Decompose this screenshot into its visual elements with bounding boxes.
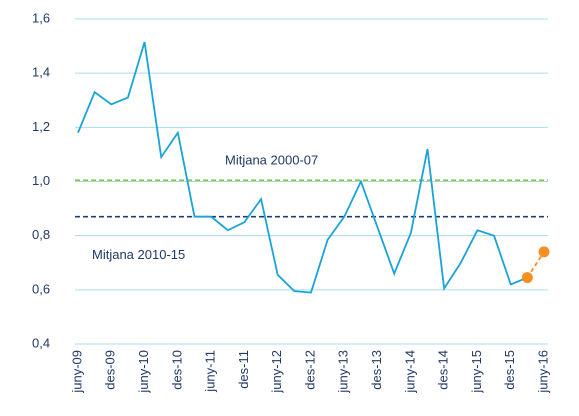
series-line	[77, 41, 528, 294]
x-tick-label: des-10	[169, 350, 184, 390]
x-tick-label: juny-15	[469, 350, 484, 394]
x-tick-label: juny-16	[535, 350, 550, 394]
y-tick-label: 1,4	[32, 65, 50, 80]
y-tick-label: 0,4	[32, 335, 50, 350]
y-tick-label: 1,6	[32, 10, 50, 25]
y-tick-label: 1,2	[32, 119, 50, 134]
y-tick-label: 0,6	[32, 281, 50, 296]
x-tick-label: juny-13	[336, 350, 351, 394]
x-tick-label: des-12	[302, 350, 317, 390]
y-tick-label: 0,8	[32, 227, 50, 242]
x-tick-label: juny-09	[69, 350, 84, 394]
reference-label: Mitjana 2010-15	[92, 247, 185, 262]
x-tick-label: juny-12	[269, 350, 284, 394]
reference-label: Mitjana 2000-07	[225, 153, 318, 168]
x-tick-label: juny-14	[402, 350, 417, 394]
x-tick-label: juny-10	[136, 350, 151, 394]
series-line	[526, 251, 545, 279]
x-tick-label: des-15	[502, 350, 517, 390]
x-tick-label: des-13	[369, 350, 384, 390]
x-tick-label: juny-11	[203, 350, 218, 393]
x-tick-label: des-09	[103, 350, 118, 390]
point	[538, 246, 550, 258]
x-tick-label: des-11	[236, 350, 251, 389]
y-tick-label: 1,0	[32, 173, 50, 188]
point	[521, 272, 533, 284]
x-tick-label: des-14	[436, 350, 451, 390]
